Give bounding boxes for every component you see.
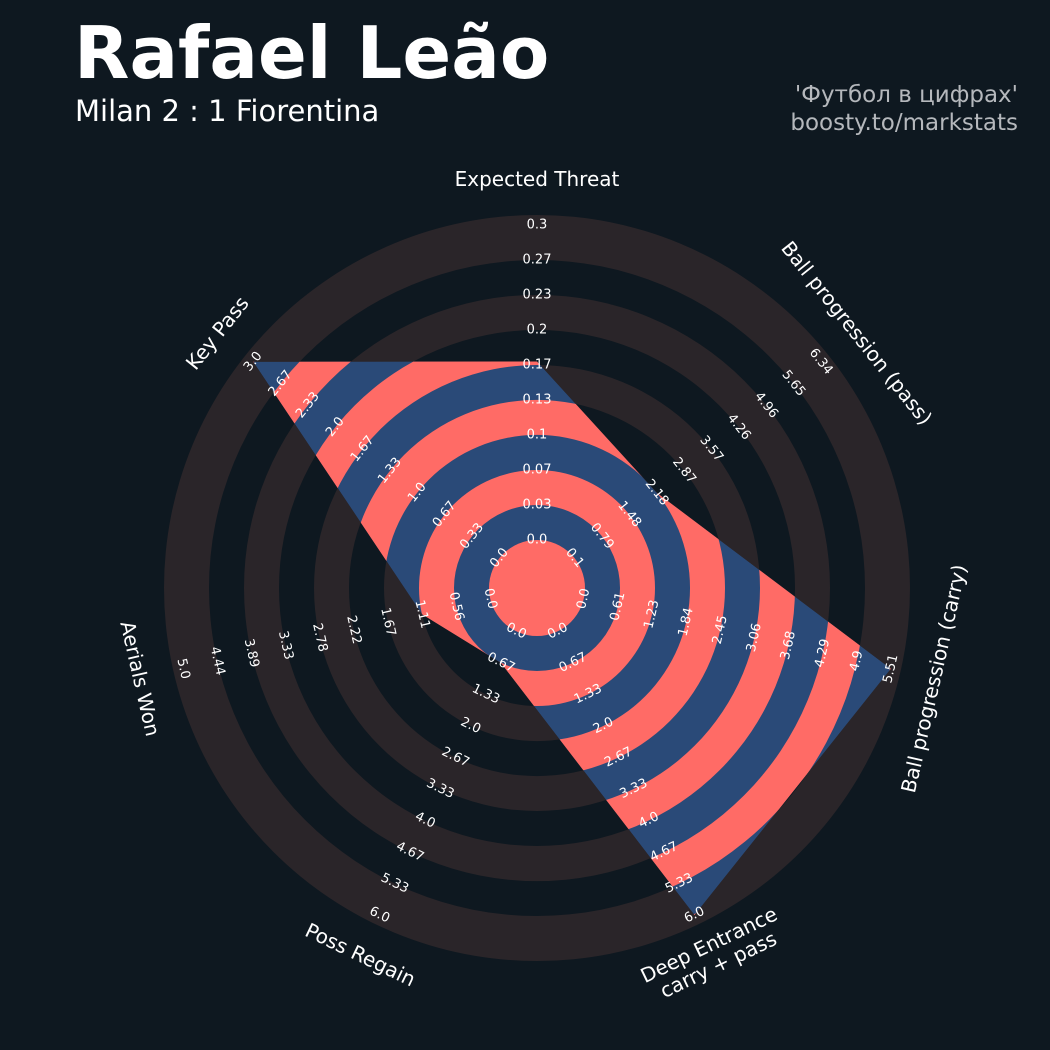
credit-source: 'Футбол в цифрах': [794, 82, 1018, 108]
tick-label: 0.03: [523, 498, 552, 513]
tick-label: 0.27: [523, 253, 552, 268]
tick-label: 0.1: [527, 428, 548, 443]
tick-label: 0.17: [523, 358, 552, 373]
tick-label: 2.45: [710, 614, 731, 646]
tick-label: 3.06: [744, 622, 765, 654]
tick-label: 0.0: [481, 587, 500, 611]
value-ring: [419, 470, 655, 706]
tick-label: 3.89: [241, 637, 262, 669]
tick-label: 1.23: [641, 599, 662, 631]
tick-label: 0.56: [446, 591, 467, 623]
tick-label: 5.51: [880, 653, 901, 685]
tick-label: 1.67: [377, 606, 398, 638]
param-label: Aerials Won: [116, 619, 166, 739]
tick-label: 0.0: [527, 533, 548, 548]
value-center: [489, 540, 585, 636]
tick-label: 0.61: [607, 591, 628, 623]
tick-label: 1.84: [676, 606, 697, 638]
tick-label: 2.78: [309, 622, 330, 654]
match-score: Milan 2 : 1 Fiorentina: [75, 94, 380, 128]
tick-label: 0.07: [523, 463, 552, 478]
tick-label: 0.2: [527, 323, 548, 338]
tick-label: 0.3: [527, 218, 548, 233]
tick-label: 4.29: [812, 637, 833, 669]
tick-label: 1.11: [411, 599, 432, 631]
tick-label: 0.23: [523, 288, 552, 303]
param-label: Expected Threat: [455, 167, 620, 191]
value-polygon: [253, 361, 891, 916]
tick-label: 0.13: [523, 393, 552, 408]
tick-label: 3.33: [275, 630, 296, 662]
tick-label: 0.0: [574, 587, 593, 611]
tick-label: 2.22: [343, 614, 364, 646]
tick-label: 5.0: [173, 657, 192, 681]
player-name: Rafael Leão: [74, 11, 550, 95]
tick-label: 4.9: [847, 649, 866, 673]
tick-label: 3.68: [778, 630, 799, 662]
tick-label: 4.44: [207, 645, 228, 677]
credit-link: boosty.to/markstats: [790, 110, 1018, 136]
value-area: [253, 361, 891, 916]
